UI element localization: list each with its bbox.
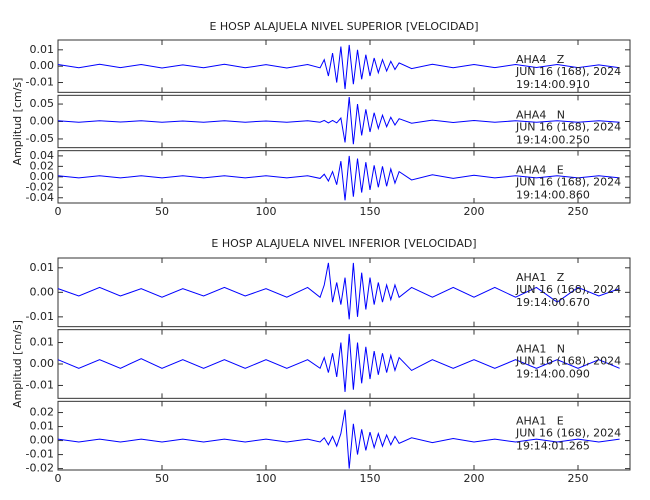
station-label: AHA4 Z: [516, 53, 565, 66]
x-tick-label: 250: [568, 205, 589, 218]
x-tick-label: 150: [360, 205, 381, 218]
panel-frame: [57, 400, 631, 471]
y-tick-label: -0.02: [26, 462, 54, 475]
y-tick-label: 0.04: [30, 149, 55, 162]
date-label: JUN 16 (168), 2024: [515, 426, 621, 439]
y-axis-label: Amplitud [cm/s]: [11, 320, 24, 408]
y-tick-label: 0.00: [30, 170, 55, 183]
y-tick-label: -0.04: [26, 191, 54, 204]
y-tick-label: 0.02: [30, 159, 55, 172]
station-label: AHA4 N: [516, 108, 565, 121]
y-tick-label: -0.01: [26, 310, 54, 323]
y-tick-label: -0.01: [26, 76, 54, 89]
y-axis-label: Amplitud [cm/s]: [11, 78, 24, 166]
waveform: [57, 97, 620, 145]
y-tick-label: 0.01: [30, 261, 55, 274]
x-tick-label: 200: [464, 205, 485, 218]
x-tick-label: 250: [568, 472, 589, 485]
x-tick-label: 100: [256, 205, 277, 218]
y-tick-label: -0.01: [26, 448, 54, 461]
y-tick-label: 0.00: [30, 59, 55, 72]
waveform: [57, 333, 620, 392]
x-tick-label: 200: [464, 472, 485, 485]
chart-title: E HOSP ALAJUELA NIVEL INFERIOR [VELOCIDA…: [211, 237, 476, 250]
time-label: 19:14:00.910: [516, 78, 590, 91]
waveform: [57, 409, 620, 469]
waveform: [57, 44, 620, 90]
y-tick-label: 0.00: [30, 285, 55, 298]
chart-title: E HOSP ALAJUELA NIVEL SUPERIOR [VELOCIDA…: [209, 20, 478, 33]
time-label: 19:14:00.250: [516, 133, 590, 146]
y-tick-label: 0.01: [30, 336, 55, 349]
date-label: JUN 16 (168), 2024: [515, 283, 621, 296]
y-tick-label: 0.01: [30, 420, 55, 433]
station-label: AHA1 E: [516, 414, 564, 427]
y-tick-label: 0.01: [30, 43, 55, 56]
y-tick-label: -0.05: [26, 132, 54, 145]
station-label: AHA1 Z: [516, 271, 565, 284]
x-tick-label: 150: [360, 472, 381, 485]
station-label: AHA4 E: [516, 164, 564, 177]
y-tick-label: 0.00: [30, 115, 55, 128]
y-tick-label: -0.02: [26, 180, 54, 193]
x-tick-label: 50: [155, 472, 169, 485]
y-tick-label: -0.01: [26, 378, 54, 391]
date-label: JUN 16 (168), 2024: [515, 120, 621, 133]
date-label: JUN 16 (168), 2024: [515, 65, 621, 78]
station-label: AHA1 N: [516, 343, 565, 356]
y-tick-label: 0.02: [30, 406, 55, 419]
x-tick-label: 100: [256, 472, 277, 485]
time-label: 19:14:00.860: [516, 189, 590, 202]
y-tick-label: 0.00: [30, 357, 55, 370]
time-label: 19:14:00.090: [516, 368, 590, 381]
x-tick-label: 50: [155, 205, 169, 218]
time-label: 19:14:00.670: [516, 296, 590, 309]
date-label: JUN 16 (168), 2024: [515, 176, 621, 189]
y-tick-label: 0.05: [30, 97, 55, 110]
x-tick-label: 0: [55, 205, 62, 218]
y-tick-label: 0.00: [30, 434, 55, 447]
date-label: JUN 16 (168), 2024: [515, 355, 621, 368]
x-tick-label: 0: [55, 472, 62, 485]
time-label: 19:14:01.265: [516, 439, 590, 452]
waveform: [57, 155, 620, 201]
waveform: [57, 262, 620, 320]
